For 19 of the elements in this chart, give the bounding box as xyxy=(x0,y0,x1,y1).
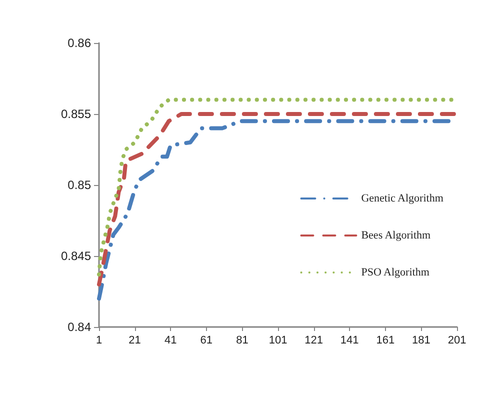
y-tick-label: 0.845 xyxy=(60,249,92,263)
legend-label: PSO Algorithm xyxy=(361,266,430,278)
legend-label: Genetic Algorithm xyxy=(361,192,444,204)
x-tick-label: 101 xyxy=(268,334,288,346)
x-tick-label: 41 xyxy=(164,334,177,346)
x-tick-label: 141 xyxy=(340,334,359,346)
y-tick-label: 0.84 xyxy=(68,320,92,334)
y-tick-label: 0.86 xyxy=(68,36,92,50)
x-tick-label: 161 xyxy=(376,334,395,346)
x-tick-label: 1 xyxy=(96,334,102,346)
y-tick-label: 0.855 xyxy=(60,107,92,121)
x-tick-label: 121 xyxy=(304,334,323,346)
x-tick-label: 81 xyxy=(236,334,248,346)
x-tick-label: 21 xyxy=(128,334,141,346)
legend-label: Bees Algorithm xyxy=(361,230,432,242)
y-tick-label: 0.85 xyxy=(68,178,92,192)
x-tick-label: 181 xyxy=(412,334,430,346)
x-tick-label: 61 xyxy=(200,334,213,346)
x-tick-label: 201 xyxy=(448,334,466,346)
